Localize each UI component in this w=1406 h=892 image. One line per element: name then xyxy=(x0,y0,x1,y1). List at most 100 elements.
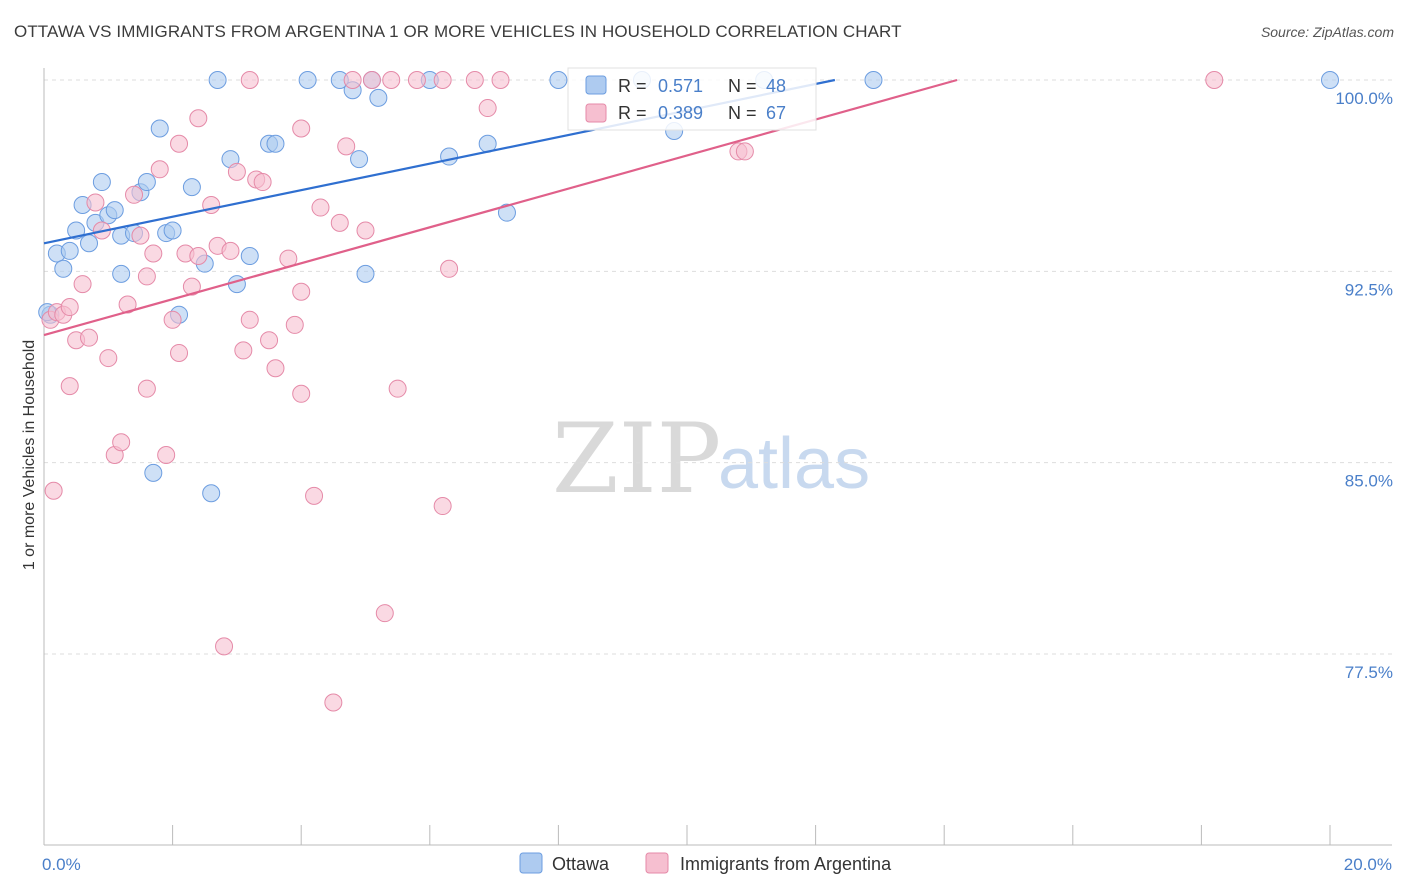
point-argentina xyxy=(433,497,452,516)
point-argentina xyxy=(118,295,137,314)
trend-lines xyxy=(43,78,958,337)
series-legend-label-ottawa: Ottawa xyxy=(552,854,610,874)
correlation-legend: R = 0.571 N = 48 R = 0.389 N = 67 xyxy=(567,67,817,131)
point-argentina xyxy=(215,637,234,656)
point-argentina xyxy=(170,343,189,362)
point-argentina xyxy=(44,481,63,500)
legend-n-value-ottawa: 48 xyxy=(766,76,786,96)
point-ottawa xyxy=(440,147,459,166)
chart-title: OTTAWA VS IMMIGRANTS FROM ARGENTINA 1 OR… xyxy=(14,22,902,41)
point-ottawa xyxy=(54,259,73,278)
point-ottawa xyxy=(497,203,516,222)
point-argentina xyxy=(337,137,356,156)
point-argentina xyxy=(260,331,279,350)
point-argentina xyxy=(137,379,156,398)
x-tick-label: 0.0% xyxy=(42,855,81,874)
point-ottawa xyxy=(112,264,131,283)
point-argentina xyxy=(150,160,169,179)
point-argentina xyxy=(311,198,330,217)
legend-n-label-argentina: N = xyxy=(728,103,757,123)
point-argentina xyxy=(382,71,401,89)
point-ottawa xyxy=(227,275,246,294)
point-argentina xyxy=(253,173,272,192)
point-argentina xyxy=(137,267,156,286)
point-argentina xyxy=(292,119,311,138)
watermark-atlas: atlas xyxy=(718,424,870,504)
gridlines xyxy=(44,79,1392,655)
legend-swatch-ottawa xyxy=(585,75,607,95)
point-argentina xyxy=(240,310,259,329)
point-argentina xyxy=(285,315,304,334)
point-ottawa xyxy=(80,234,99,253)
legend-r-value-ottawa: 0.571 xyxy=(658,76,703,96)
point-argentina xyxy=(189,109,208,128)
point-argentina xyxy=(157,446,176,465)
point-argentina xyxy=(99,349,118,368)
series-legend: Ottawa Immigrants from Argentina xyxy=(519,852,892,874)
point-argentina xyxy=(305,486,324,505)
y-tick-label: 85.0% xyxy=(1345,472,1393,491)
scatter-points xyxy=(38,71,1339,712)
series-legend-swatch-argentina xyxy=(645,852,669,874)
point-ottawa xyxy=(356,264,375,283)
point-ottawa xyxy=(60,241,79,260)
point-argentina xyxy=(388,379,407,398)
point-argentina xyxy=(189,247,208,266)
point-argentina xyxy=(375,604,394,623)
point-argentina xyxy=(343,71,362,89)
point-ottawa xyxy=(864,71,883,89)
series-legend-swatch-ottawa xyxy=(519,852,543,874)
point-argentina xyxy=(73,275,92,294)
point-argentina xyxy=(356,221,375,240)
point-ottawa xyxy=(549,71,568,89)
point-argentina xyxy=(292,282,311,301)
point-argentina xyxy=(240,71,259,89)
point-argentina xyxy=(86,193,105,212)
legend-r-label-ottawa: R = xyxy=(618,76,647,96)
point-argentina xyxy=(407,71,426,89)
point-ottawa xyxy=(202,484,221,503)
watermark-zip: ZIP xyxy=(552,403,721,515)
point-ottawa xyxy=(350,150,369,169)
point-argentina xyxy=(234,341,253,360)
legend-swatch-argentina xyxy=(585,103,607,123)
legend-n-label-ottawa: N = xyxy=(728,76,757,96)
point-argentina xyxy=(80,328,99,347)
point-ottawa xyxy=(266,134,285,153)
legend-n-value-argentina: 67 xyxy=(766,103,786,123)
point-ottawa xyxy=(208,71,227,89)
point-argentina xyxy=(1205,71,1224,89)
legend-r-value-argentina: 0.389 xyxy=(658,103,703,123)
point-argentina xyxy=(266,359,285,378)
point-argentina xyxy=(330,213,349,232)
point-ottawa xyxy=(150,119,169,138)
point-argentina xyxy=(221,241,240,260)
trend-line-argentina xyxy=(43,78,958,337)
x-tick-label: 20.0% xyxy=(1344,855,1392,874)
point-ottawa xyxy=(137,173,156,192)
source-attribution: Source: ZipAtlas.com xyxy=(1260,24,1394,40)
series-legend-label-argentina: Immigrants from Argentina xyxy=(680,854,892,874)
point-ottawa xyxy=(298,71,317,89)
y-axis-label: 1 or more Vehicles in Household xyxy=(21,340,38,570)
point-argentina xyxy=(491,71,510,89)
point-argentina xyxy=(131,226,150,245)
point-argentina xyxy=(362,71,381,89)
point-ottawa xyxy=(1321,71,1339,89)
y-tick-label: 77.5% xyxy=(1345,663,1393,682)
axes: 100.0% 92.5% 85.0% 77.5% 0.0% 20.0% xyxy=(42,68,1393,874)
point-argentina xyxy=(163,310,182,329)
point-argentina xyxy=(60,377,79,396)
point-argentina xyxy=(182,277,201,296)
point-ottawa xyxy=(240,247,259,266)
point-argentina xyxy=(60,298,79,317)
point-ottawa xyxy=(105,201,124,220)
point-argentina xyxy=(440,259,459,278)
point-argentina xyxy=(170,134,189,153)
y-tick-label: 92.5% xyxy=(1345,280,1393,299)
point-ottawa xyxy=(182,178,201,197)
legend-r-label-argentina: R = xyxy=(618,103,647,123)
point-ottawa xyxy=(92,173,111,192)
point-argentina xyxy=(465,71,484,89)
